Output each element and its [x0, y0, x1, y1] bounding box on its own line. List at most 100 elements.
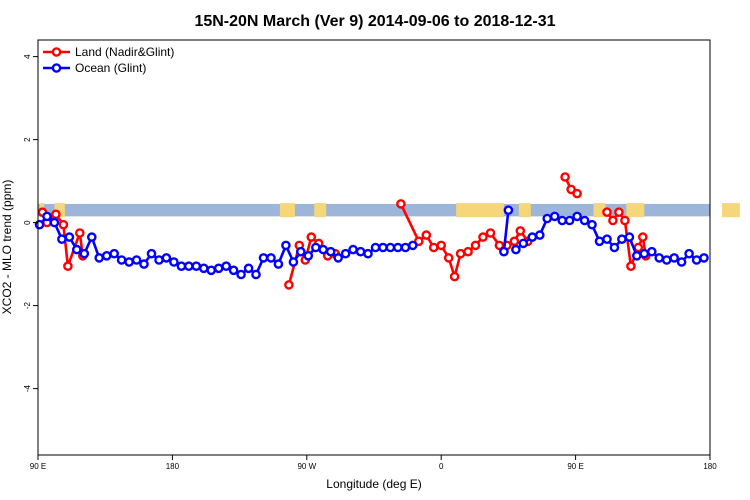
data-point [370, 242, 381, 253]
data-point [499, 246, 509, 257]
x-tick-label: 90 E [30, 462, 46, 471]
data-point [318, 244, 329, 255]
data-point [632, 250, 642, 261]
land-patch [314, 203, 327, 218]
data-point [258, 253, 269, 263]
data-point [295, 246, 306, 257]
data-point [131, 255, 142, 265]
data-point [51, 209, 61, 220]
data-point [535, 230, 545, 240]
x-axis: 90 E 180 90 W 0 90 E 180 [30, 455, 717, 471]
land-patch [518, 203, 531, 218]
legend-label: Land (Nadir&Glint) [75, 45, 174, 59]
data-point [64, 232, 75, 242]
data-point [176, 261, 187, 272]
data-point [594, 236, 605, 247]
y-axis: -4 -2 0 2 4 [23, 54, 38, 392]
data-point [620, 215, 630, 226]
data-point [221, 261, 231, 272]
data-point [325, 246, 336, 257]
land-patch [279, 203, 295, 218]
y-tick-label: 0 [23, 220, 32, 225]
x-tick-label: 90 W [297, 462, 316, 471]
data-point [639, 248, 650, 259]
series-land [37, 172, 651, 290]
data-point [564, 215, 575, 226]
data-point [124, 257, 134, 267]
ocean-band [38, 203, 710, 217]
data-point [617, 234, 627, 244]
data-point [478, 232, 488, 242]
data-point [572, 211, 582, 222]
data-point [206, 265, 216, 276]
data-point [183, 261, 194, 272]
data-point [587, 219, 597, 230]
data-point [303, 250, 314, 261]
data-point [699, 253, 709, 263]
data-point [306, 232, 317, 242]
data-point [42, 211, 52, 222]
data-point [355, 246, 366, 257]
data-point [146, 248, 157, 259]
data-point [436, 240, 447, 251]
land-patch [626, 203, 645, 218]
data-point [169, 257, 179, 267]
data-point [579, 215, 590, 226]
data-point [378, 242, 388, 253]
data-point [443, 253, 454, 263]
data-point [608, 215, 618, 226]
data-point [557, 215, 568, 226]
data-point [449, 271, 460, 282]
data-point [676, 257, 687, 267]
data-point [602, 234, 612, 244]
y-tick-label: 2 [23, 137, 32, 142]
y-tick-label: -4 [23, 384, 32, 392]
data-point [396, 199, 406, 209]
data-point [288, 257, 299, 267]
data-point [161, 253, 172, 263]
data-point [49, 217, 60, 228]
legend-label: Ocean (Glint) [75, 61, 146, 75]
y-tick-label: 4 [23, 54, 32, 59]
y-tick-label: -2 [23, 301, 32, 309]
data-point [393, 242, 403, 253]
x-tick-label: 0 [439, 462, 444, 471]
data-point [87, 232, 97, 242]
data-point [661, 255, 672, 265]
data-point [654, 253, 665, 263]
data-point [310, 242, 321, 253]
data-point [198, 263, 209, 274]
data-point [542, 213, 553, 224]
data-point [647, 246, 657, 257]
data-point [691, 255, 702, 265]
data-point [333, 253, 344, 263]
series-layer [34, 172, 709, 290]
legend-item: Ocean (Glint) [43, 61, 146, 75]
land-patch [721, 203, 740, 218]
data-point [385, 242, 396, 253]
data-point [266, 253, 276, 263]
data-point [57, 234, 67, 244]
legend-swatch-marker [51, 63, 62, 73]
data-point [560, 172, 570, 182]
legend-item: Land (Nadir&Glint) [43, 45, 174, 59]
data-point [503, 205, 514, 215]
data-point [463, 246, 473, 257]
data-point [485, 228, 496, 238]
data-point [72, 244, 82, 255]
data-point [75, 228, 85, 238]
data-point [515, 226, 526, 236]
data-point [684, 248, 694, 259]
data-point [549, 211, 560, 222]
chart-title: 15N-20N March (Ver 9) 2014-09-06 to 2018… [194, 13, 555, 30]
x-tick-label: 90 E [567, 462, 583, 471]
data-point [109, 248, 119, 259]
series-line [502, 210, 510, 252]
data-point [273, 259, 284, 269]
reference-band [38, 203, 740, 218]
data-point [527, 232, 538, 242]
data-point [638, 232, 648, 242]
data-point [116, 255, 127, 265]
data-point [94, 253, 104, 263]
